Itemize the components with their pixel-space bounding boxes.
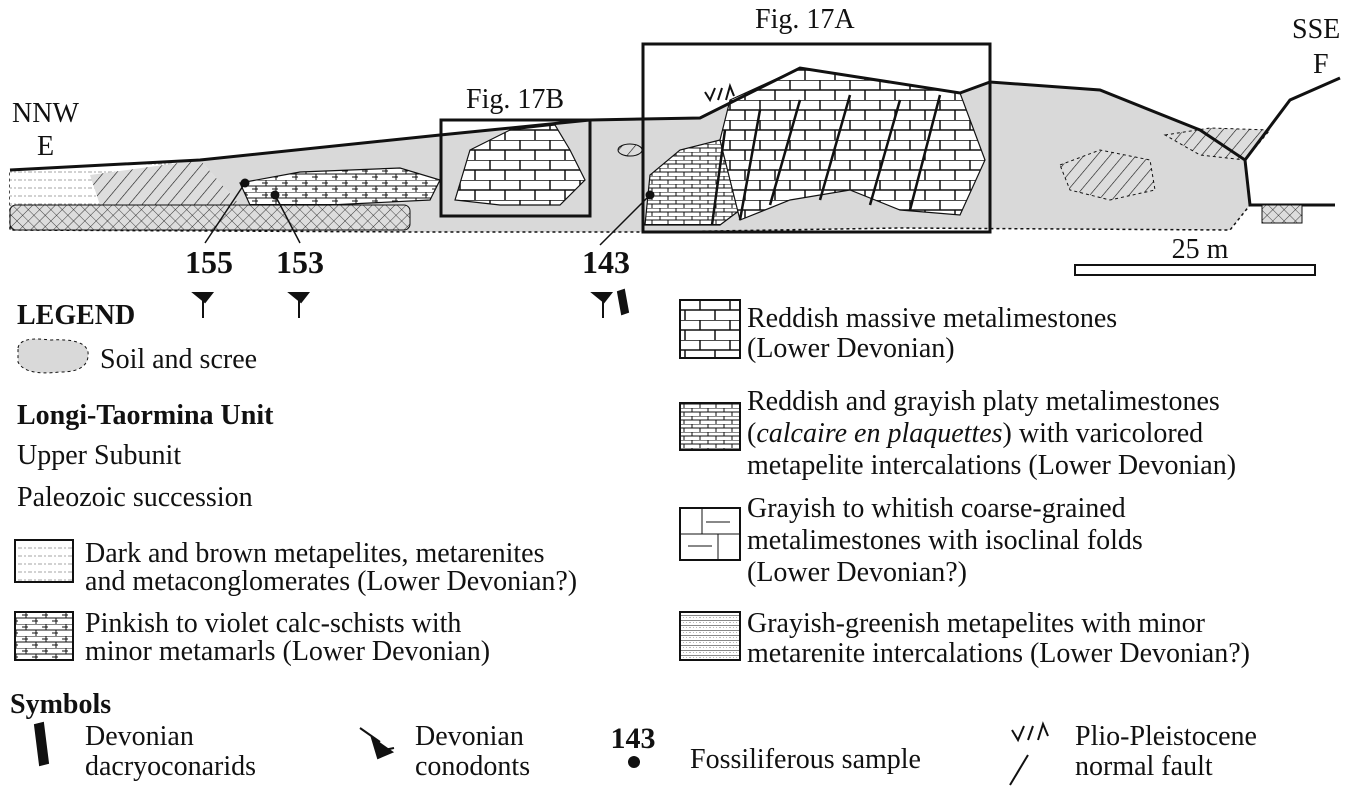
sample-symbol-dot xyxy=(629,757,639,767)
diagram: Fig. 17A Fig. 17B NNW E SSE F 25 m 155 1… xyxy=(0,0,1362,792)
legend-swatch xyxy=(680,612,740,660)
fault-symbol xyxy=(705,86,734,100)
legend-text: Devonian xyxy=(415,721,524,752)
conodont-symbol xyxy=(360,728,394,758)
legend-swatch xyxy=(15,612,73,660)
legend-text: Plio-Pleistocene xyxy=(1075,721,1257,752)
legend-text: metapelite intercalations (Lower Devonia… xyxy=(747,450,1236,481)
legend-text: metarenite intercalations (Lower Devonia… xyxy=(747,638,1250,669)
dacryo-icon xyxy=(618,290,628,314)
small-lens xyxy=(618,144,642,156)
soil-icon xyxy=(18,339,88,373)
legend-text: (calcaire en plaquettes) with varicolore… xyxy=(747,418,1203,449)
legend-text: Dark and brown metapelites, metarenites xyxy=(85,538,545,569)
text-segment: ( xyxy=(747,418,756,449)
legend-swatch xyxy=(680,403,740,450)
conodont-icon xyxy=(290,293,308,318)
legend-text: metalimestones with isoclinal folds xyxy=(747,525,1143,556)
fig17a-label: Fig. 17A xyxy=(755,4,855,35)
legend-text: and metaconglomerates (Lower Devonian?) xyxy=(85,566,577,597)
scale-label: 25 m xyxy=(1172,234,1229,265)
legend-text: Grayish-greenish metapelites with minor xyxy=(747,608,1206,639)
legend-text: Reddish and grayish platy metalimestones xyxy=(747,386,1220,417)
fault-legend-symbol xyxy=(1010,724,1048,785)
legend-label: Soil and scree xyxy=(100,344,257,375)
conodont-icon xyxy=(194,293,212,318)
point-label: F xyxy=(1313,49,1329,80)
metaconglomerate-band xyxy=(10,205,410,230)
fig17b-label: Fig. 17B xyxy=(466,84,564,115)
legend-text: (Lower Devonian) xyxy=(747,333,955,364)
legend-swatch xyxy=(15,540,73,582)
sample-number: 143 xyxy=(582,244,630,280)
legend-text: conodonts xyxy=(415,751,530,782)
legend-text: Grayish to whitish coarse-grained xyxy=(747,493,1126,524)
sample-symbol-number: 143 xyxy=(611,722,656,755)
legend-text: Devonian xyxy=(85,721,194,752)
sample-point xyxy=(646,191,654,199)
sample-number: 155 xyxy=(185,244,233,280)
legend-swatch xyxy=(680,300,740,358)
unit-title: Longi-Taormina Unit xyxy=(17,400,274,431)
legend-text: (Lower Devonian?) xyxy=(747,557,967,588)
symbols-title: Symbols xyxy=(10,689,111,720)
text-segment: calcaire en plaquettes xyxy=(756,418,1002,449)
text-segment: ) with varicolored xyxy=(1003,418,1204,449)
legend-text: Reddish massive metalimestones xyxy=(747,303,1117,334)
sample-number: 153 xyxy=(276,244,324,280)
subunit-label: Upper Subunit xyxy=(17,440,181,471)
dacryo-symbol xyxy=(35,723,48,765)
legend-text: minor metamarls (Lower Devonian) xyxy=(85,636,490,667)
direction-label: SSE xyxy=(1292,14,1340,45)
ground-line-right xyxy=(1245,160,1335,205)
legend-text: normal fault xyxy=(1075,751,1213,782)
legend-title: LEGEND xyxy=(17,300,135,331)
soil-symbol xyxy=(18,339,88,373)
direction-label: NNW xyxy=(12,98,79,129)
outcrop-box xyxy=(1262,205,1302,223)
legend-text: Fossiliferous sample xyxy=(690,744,921,775)
cross-section xyxy=(10,44,1340,275)
legend-text: Pinkish to violet calc-schists with xyxy=(85,608,461,639)
legend-text: dacryoconarids xyxy=(85,751,256,782)
succession-label: Paleozoic succession xyxy=(17,482,253,513)
conodont-icon xyxy=(593,293,611,318)
scale-bar xyxy=(1075,265,1315,275)
sample-point xyxy=(241,179,249,187)
point-label: E xyxy=(37,131,54,162)
sample-point xyxy=(271,191,279,199)
